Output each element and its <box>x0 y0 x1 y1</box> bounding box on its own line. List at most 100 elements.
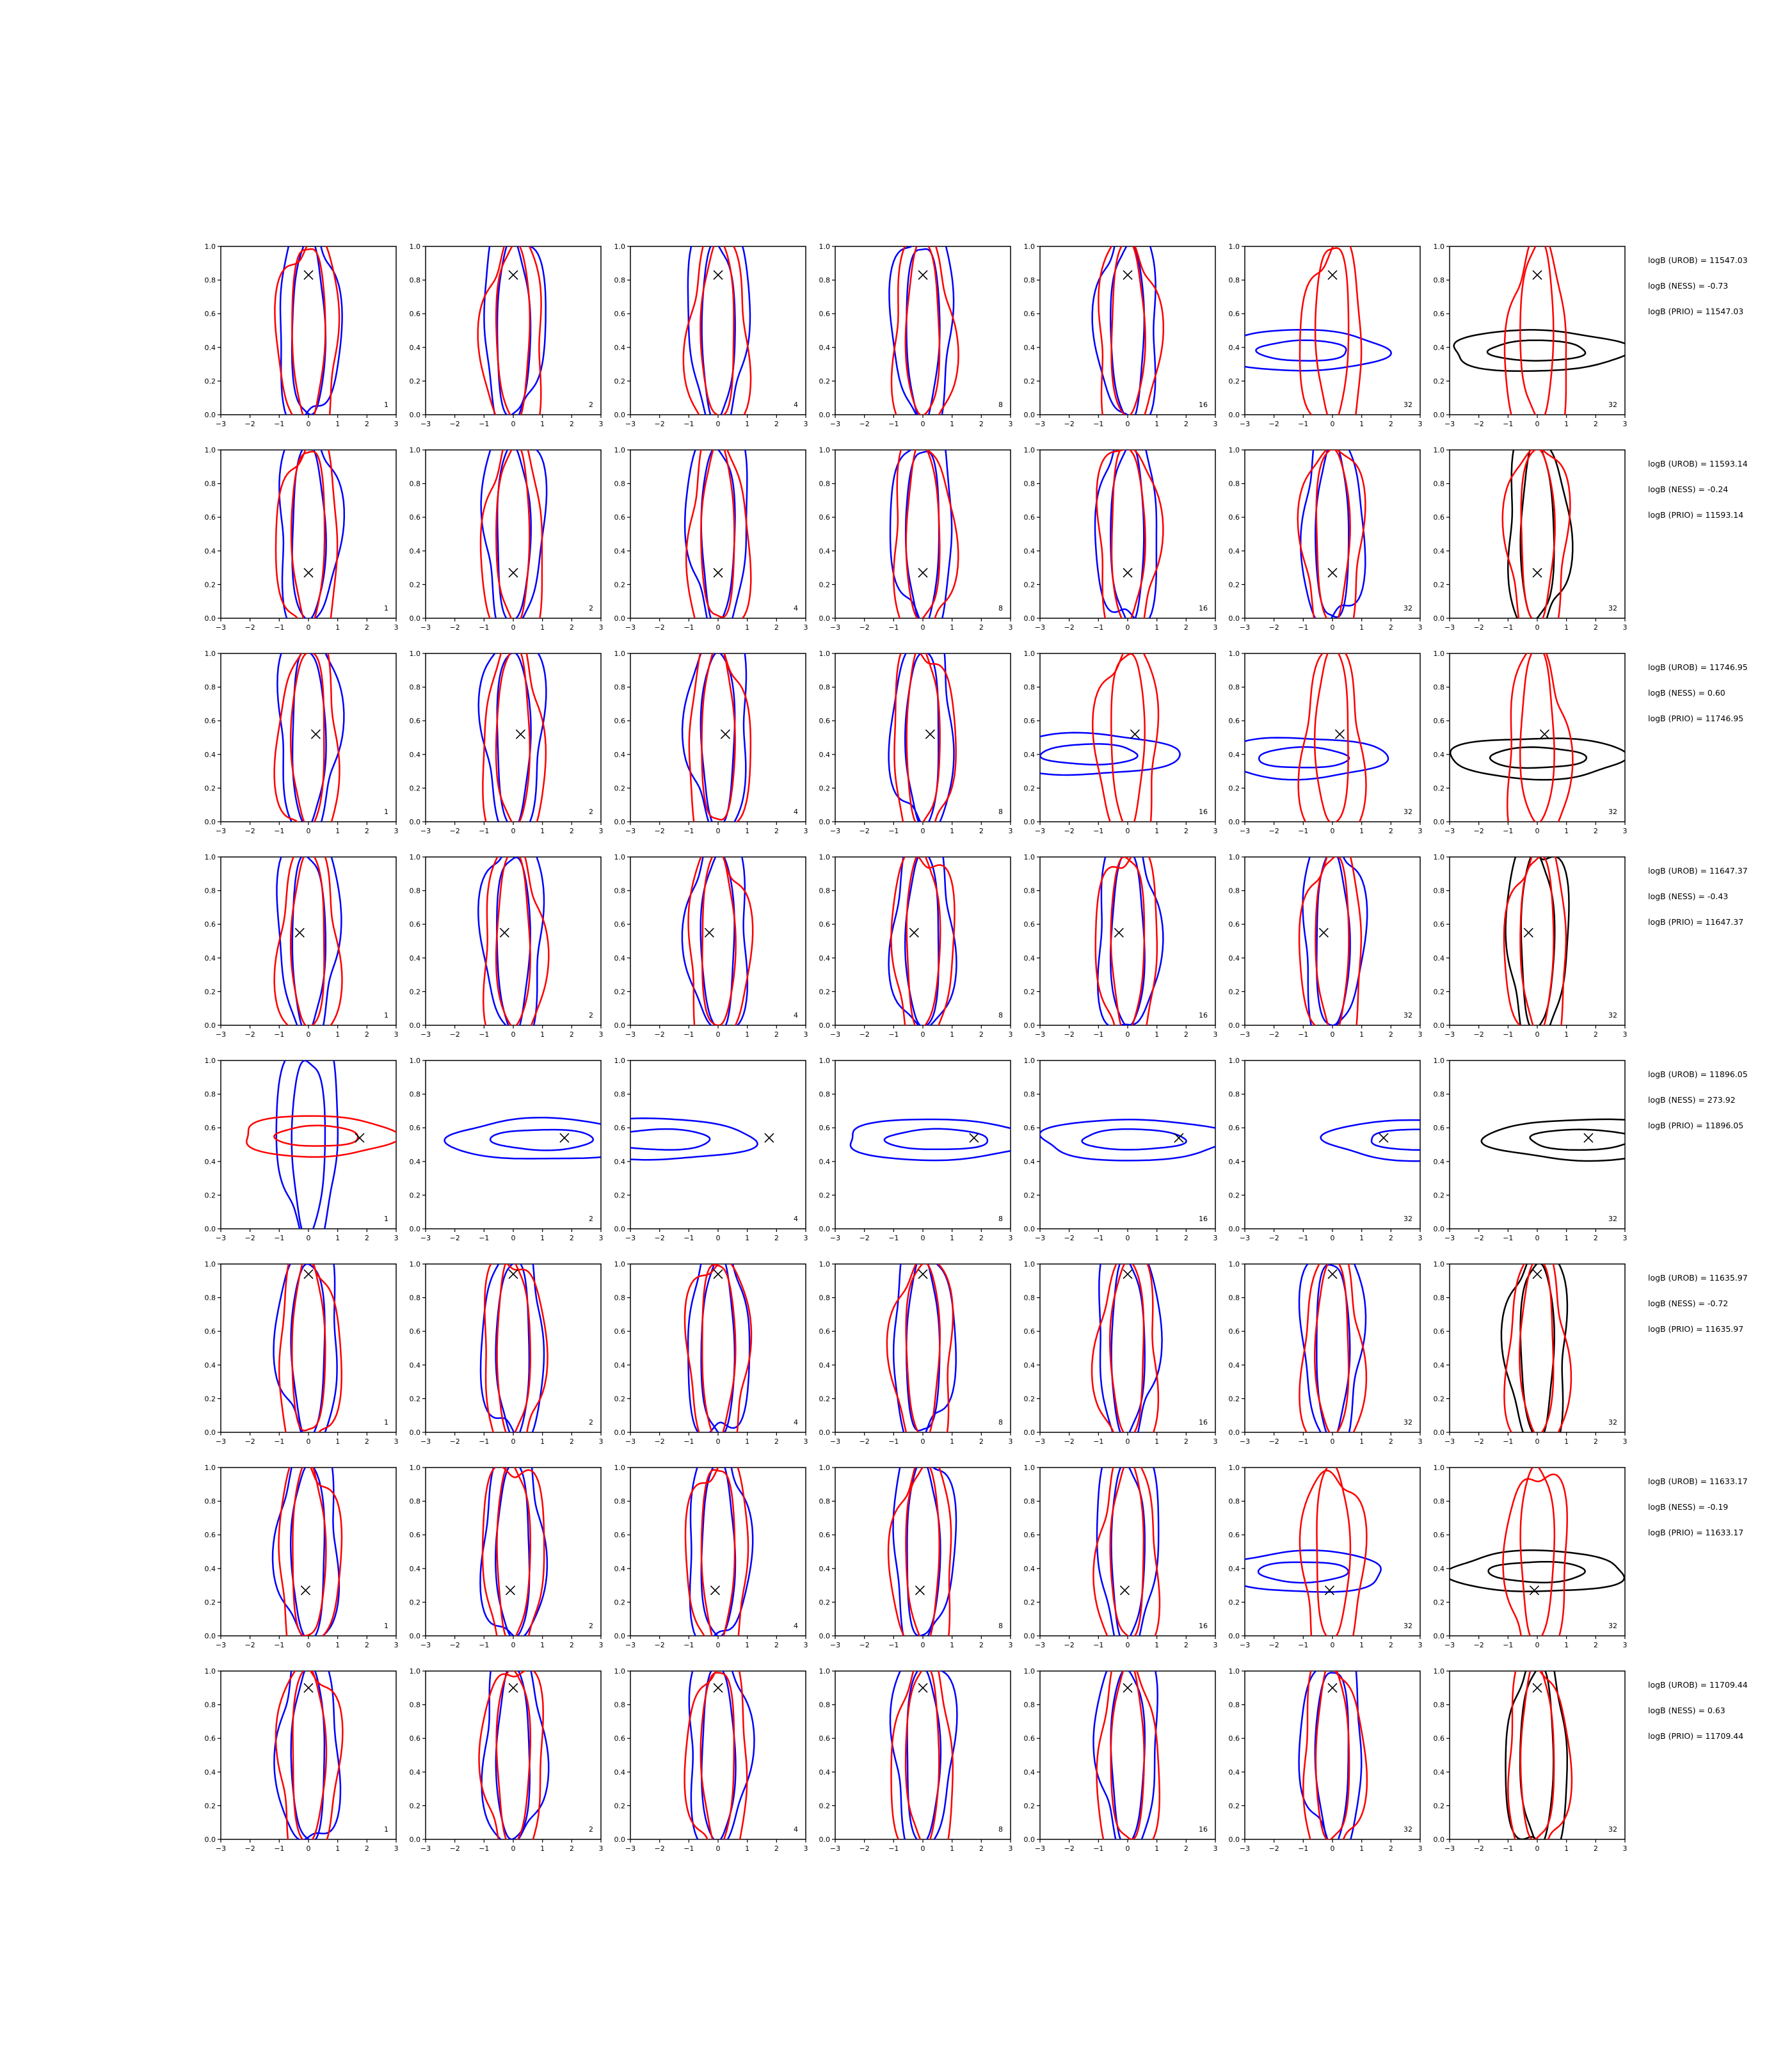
y-tick-label: 0.8 <box>614 276 626 285</box>
x-tick-label: −2 <box>1474 827 1484 835</box>
y-tick-label: 0.6 <box>1024 717 1036 725</box>
y-tick-label: 0.6 <box>1434 1734 1445 1743</box>
y-tick-label: 0.6 <box>1229 513 1240 522</box>
panel-frame <box>630 449 806 619</box>
contour-group <box>1245 246 1392 415</box>
blue-outer-contour <box>1091 246 1156 415</box>
panel-frame <box>630 856 806 1026</box>
y-tick-label: 0.6 <box>1229 310 1240 318</box>
x-tick-label: 1 <box>1359 623 1364 632</box>
contour-group <box>684 450 752 618</box>
panel-frame <box>220 1263 397 1433</box>
panel-frame <box>1449 856 1626 1026</box>
red-outer-contour <box>479 450 543 618</box>
blue-outer-contour <box>1040 1119 1215 1162</box>
true-value-marker <box>1379 1133 1389 1143</box>
panel-frame <box>425 1467 602 1636</box>
panel-label: 1 <box>384 604 388 612</box>
x-tick-label: −3 <box>1240 1234 1250 1242</box>
panel-label: 16 <box>1199 1011 1208 1020</box>
red-outer-contour <box>278 1264 342 1432</box>
panel-r8-c5: −3 −2 −1 0 1 2 3 0.0 0.2 0.4 0.6 0.8 1.0 16 <box>1024 1667 1218 1853</box>
panel-frame <box>1244 1263 1421 1433</box>
x-tick-label: 2 <box>570 1641 574 1649</box>
y-tick-label: 0.2 <box>819 1598 831 1606</box>
blue-inner-contour <box>1257 1561 1349 1584</box>
y-tick-label: 0.4 <box>1434 1158 1445 1166</box>
x-tick-label: 0 <box>1535 827 1540 835</box>
red-inner-contour <box>905 1468 940 1636</box>
y-tick-label: 0.6 <box>410 920 421 929</box>
contour-group <box>1094 450 1164 618</box>
x-tick-label: −1 <box>1298 1234 1308 1242</box>
y-tick-label: 1.0 <box>1024 650 1036 658</box>
x-tick-label: 2 <box>774 1641 779 1649</box>
x-tick-label: 2 <box>1389 1030 1393 1039</box>
true-value-marker <box>508 270 518 280</box>
y-tick-label: 1.0 <box>205 243 216 251</box>
x-tick-label: 1 <box>1155 1437 1159 1446</box>
y-tick-label: 0.4 <box>1229 1158 1240 1166</box>
x-tick-label: 0 <box>1331 1437 1335 1446</box>
x-tick-label: 0 <box>1126 1234 1130 1242</box>
y-tick-label: 0.2 <box>819 784 831 792</box>
red-inner-contour <box>700 1672 735 1839</box>
true-value-marker <box>713 568 723 578</box>
x-tick-label: 2 <box>774 623 779 632</box>
y-tick-label: 0.8 <box>1229 1091 1240 1099</box>
y-tick-label: 1.0 <box>1024 853 1036 861</box>
black-inner-contour <box>1520 857 1556 1025</box>
x-tick-label: −3 <box>1035 1030 1045 1039</box>
contour-group <box>1480 1118 1625 1162</box>
y-tick-label: 0.6 <box>1229 1531 1240 1539</box>
y-tick-label: 0.6 <box>205 1531 216 1539</box>
contour-group <box>479 1468 548 1636</box>
y-tick-label: 0.4 <box>205 1361 216 1370</box>
y-tick-label: 0.2 <box>1024 784 1036 792</box>
panel-label: 2 <box>589 1215 593 1223</box>
x-tick-label: 1 <box>540 420 545 428</box>
x-tick-label: 0 <box>1126 827 1130 835</box>
y-tick-label: 0.0 <box>1229 1836 1240 1844</box>
y-tick-label: 1.0 <box>819 1464 831 1472</box>
y-tick-label: 0.8 <box>614 1294 626 1302</box>
y-tick-label: 0.4 <box>819 1361 831 1370</box>
x-tick-label: −2 <box>655 1030 665 1039</box>
blue-inner-contour <box>700 1264 736 1432</box>
x-tick-label: 1 <box>1564 827 1569 835</box>
x-tick-label: −1 <box>1503 1030 1513 1039</box>
y-tick-label: 0.8 <box>205 684 216 692</box>
true-value-marker <box>1123 1683 1133 1693</box>
blue-outer-contour <box>888 857 957 1025</box>
logb-urob-text: logB (UROB) = 11633.17 <box>1648 1476 1748 1486</box>
logb-urob-text: logB (UROB) = 11709.44 <box>1648 1680 1748 1690</box>
true-value-marker <box>1327 270 1338 280</box>
x-tick-label: −3 <box>420 623 431 632</box>
contour-group <box>479 1264 548 1432</box>
red-outer-contour <box>887 1468 952 1636</box>
x-tick-label: 0 <box>716 1641 721 1649</box>
blue-outer-contour <box>1298 1671 1363 1839</box>
contour-group <box>477 653 547 822</box>
x-tick-label: −2 <box>1064 1844 1075 1853</box>
y-tick-label: 0.8 <box>410 1294 421 1302</box>
x-tick-label: 0 <box>307 623 311 632</box>
blue-outer-contour <box>477 653 547 822</box>
y-tick-label: 0.0 <box>614 1428 626 1437</box>
x-tick-label: 3 <box>1418 1641 1423 1649</box>
y-tick-label: 0.0 <box>1024 614 1036 623</box>
y-tick-label: 0.6 <box>819 1734 831 1743</box>
x-tick-label: 1 <box>745 1844 749 1853</box>
y-tick-label: 1.0 <box>819 650 831 658</box>
y-tick-label: 0.4 <box>1024 1565 1036 1573</box>
panel-label: 32 <box>1608 808 1617 816</box>
y-tick-label: 0.0 <box>614 1021 626 1030</box>
red-outer-contour <box>273 653 340 822</box>
x-tick-label: 0 <box>307 1844 311 1853</box>
y-tick-label: 0.4 <box>1434 751 1445 759</box>
contour-group <box>887 1468 957 1636</box>
blue-outer-contour <box>279 246 343 415</box>
x-tick-label: −3 <box>1444 1234 1455 1242</box>
contour-group <box>1298 857 1368 1025</box>
x-tick-label: 2 <box>1389 1641 1393 1649</box>
